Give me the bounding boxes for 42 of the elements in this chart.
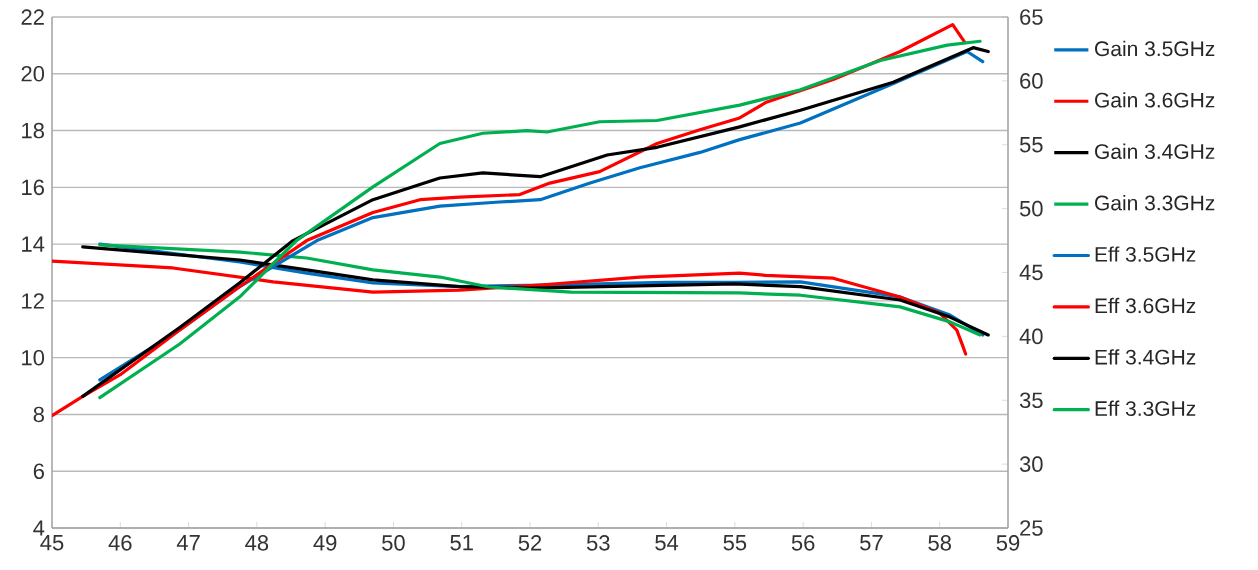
x-tick-label: 52 xyxy=(518,535,542,551)
legend-label: Gain 3.3GHz xyxy=(1095,194,1215,211)
y-tick-label: 4 xyxy=(33,520,45,536)
legend-label: Gain 3.5GHz xyxy=(1095,40,1215,57)
y2-tick-label: 45 xyxy=(1019,264,1043,281)
x-tick-label: 59 xyxy=(996,535,1020,551)
y-tick-label: 6 xyxy=(33,463,44,480)
x-tick-label: 51 xyxy=(450,535,473,551)
x-tick-label: 45 xyxy=(40,535,64,551)
y2-tick-label: 50 xyxy=(1019,200,1043,217)
y2-tick-label: 40 xyxy=(1019,328,1043,345)
legend-label: Gain 3.4GHz xyxy=(1095,143,1215,160)
y-tick-label: 8 xyxy=(33,406,44,423)
legend-label: Eff 3.3GHz xyxy=(1095,400,1196,416)
y2-tick-label: 60 xyxy=(1020,73,1043,89)
y-tick-label: 14 xyxy=(22,236,45,252)
legend-label: Gain 3.6GHz xyxy=(1095,92,1215,108)
x-tick-label: 58 xyxy=(928,535,951,551)
y2-tick-label: 30 xyxy=(1019,456,1043,472)
legend-label: Eff 3.4GHz xyxy=(1095,349,1196,365)
x-tick-label: 57 xyxy=(860,535,883,551)
x-tick-label: 48 xyxy=(245,535,269,551)
x-tick-label: 55 xyxy=(723,535,747,551)
y-tick-label: 22 xyxy=(21,9,44,25)
x-tick-label: 54 xyxy=(655,535,679,551)
y-tick-label: 10 xyxy=(22,349,45,366)
y-tick-label: 12 xyxy=(22,293,44,309)
y-tick-label: 18 xyxy=(22,122,44,139)
y-tick-label: 20 xyxy=(21,66,45,82)
legend-label: Eff 3.6GHz xyxy=(1095,297,1196,314)
legend-label: Eff 3.5GHz xyxy=(1095,246,1196,262)
y2-tick-label: 65 xyxy=(1020,9,1043,25)
x-tick-label: 46 xyxy=(108,535,132,551)
y-tick-label: 16 xyxy=(22,179,44,196)
y2-tick-label: 55 xyxy=(1019,137,1043,153)
y2-tick-label: 35 xyxy=(1019,392,1043,409)
x-tick-label: 49 xyxy=(313,535,337,551)
x-tick-label: 56 xyxy=(791,535,815,551)
y2-tick-label: 25 xyxy=(1020,520,1043,536)
x-tick-label: 53 xyxy=(586,535,610,551)
x-tick-label: 47 xyxy=(176,535,200,551)
x-tick-label: 50 xyxy=(382,535,405,551)
